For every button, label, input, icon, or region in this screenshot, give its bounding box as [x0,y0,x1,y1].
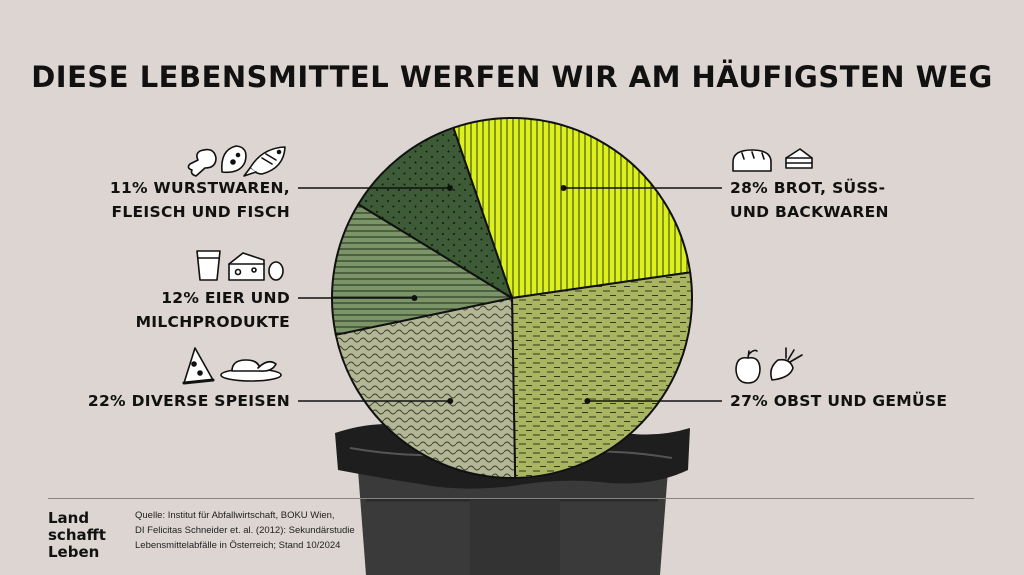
source-note: Quelle: Institut für Abfallwirtschaft, B… [135,510,355,551]
bread-icon [732,149,772,172]
leader-dot [560,185,567,191]
leader-dot [584,398,591,404]
leader-dot [447,398,454,404]
slice-label-dishes: 22% DIVERSE SPEISEN [87,392,290,410]
sausage-icon [220,145,247,174]
drumstick-icon [187,148,217,177]
cake-slice-icon [785,148,813,169]
pie-slice-meat-fish [357,126,513,299]
cup-icon [196,250,221,281]
egg-icon [268,261,284,281]
leader-lines [298,185,722,404]
leader-dot [411,295,418,301]
footer-divider [48,498,974,499]
cheese-icon [228,252,265,281]
pie-slice-dishes [334,297,517,479]
beet-icon [770,347,803,381]
roast-platter-icon [220,359,282,382]
pie-slice-bread [452,117,692,299]
slice-label-eggs-dairy: 12% EIER UND MILCHPRODUKTE [135,289,290,331]
brand-logo: Land schafft Leben [48,509,106,561]
fish-icon [243,146,286,177]
slice-label-bread: 28% BROT, SÜSS- UND BACKWAREN [730,179,889,221]
pie-slice-eggs-dairy [331,203,513,336]
pie-chart [331,117,693,479]
page-title: DIESE LEBENSMITTEL WERFEN WIR AM HÄUFIGS… [31,60,993,94]
slice-label-meat-fish: 11% WURSTWAREN, FLEISCH UND FISCH [109,179,290,221]
apple-icon [735,349,761,384]
slice-label-fruit-veg: 27% OBST UND GEMÜSE [730,392,948,410]
leader-dot [446,185,453,191]
pizza-icon [182,347,215,385]
pie-slice-fruit-veg [511,271,693,479]
